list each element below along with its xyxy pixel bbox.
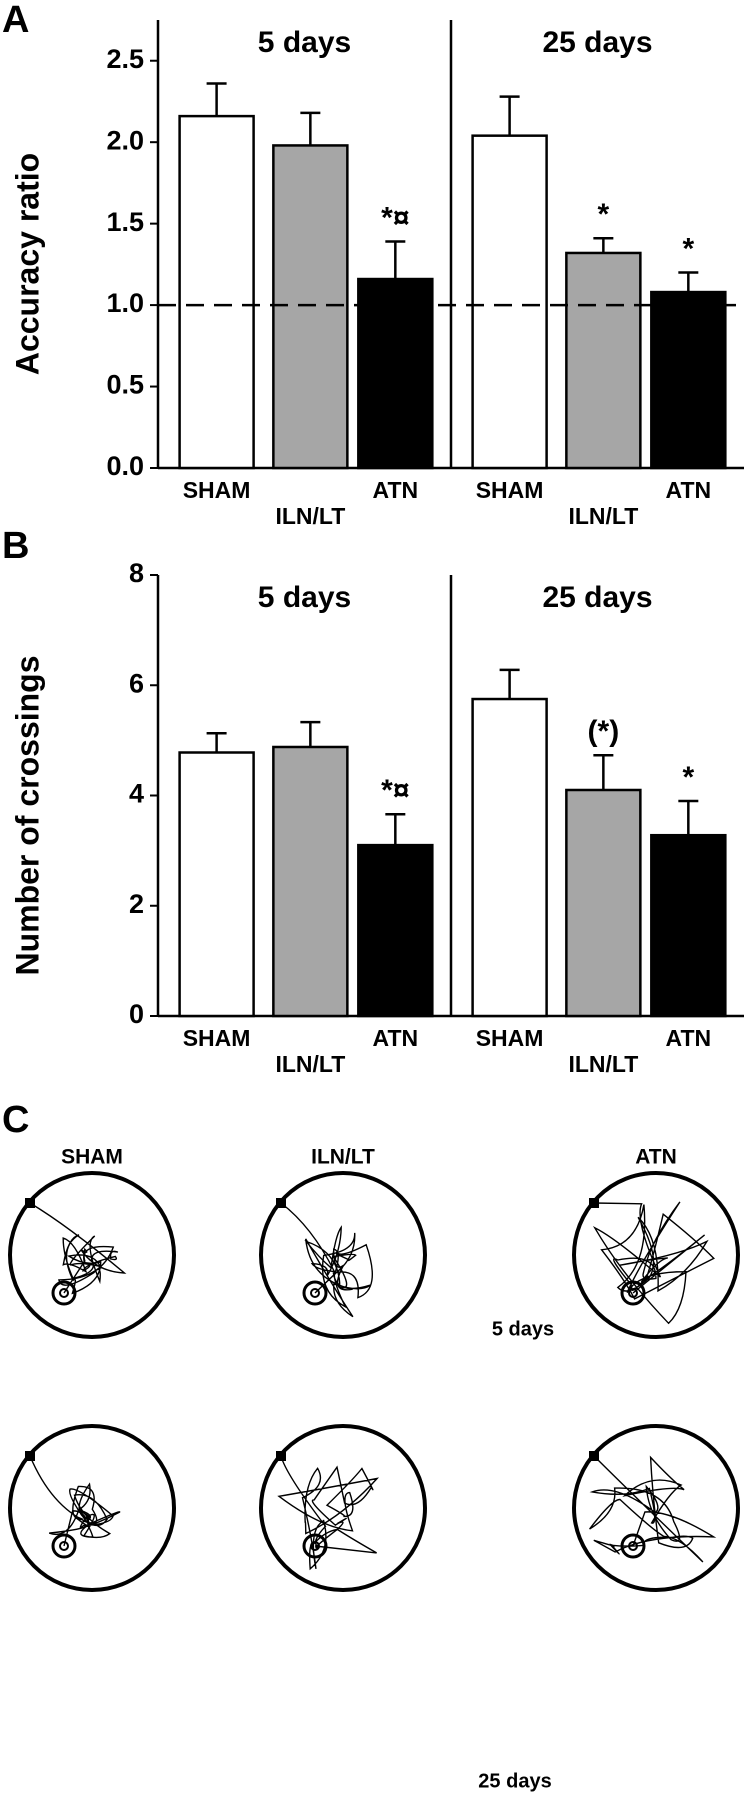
row-label: 25 days xyxy=(478,1770,551,1792)
significance-marker: * xyxy=(598,198,610,231)
group-title: 25 days xyxy=(542,26,652,59)
bar xyxy=(650,833,727,1018)
target-center xyxy=(628,1541,638,1551)
significance-marker: (*) xyxy=(588,715,620,748)
y-tick-label: 8 xyxy=(129,558,144,588)
x-tick-label: ATN xyxy=(666,477,712,503)
bar xyxy=(357,843,434,1018)
group-title: 5 days xyxy=(258,26,351,59)
bar xyxy=(471,134,548,470)
significance-marker: *¤ xyxy=(381,774,409,807)
bar xyxy=(357,277,434,470)
x-tick-label: ILN/LT xyxy=(568,503,638,529)
target-ring xyxy=(620,1280,646,1306)
pool xyxy=(572,1424,740,1592)
target-center xyxy=(59,1288,69,1298)
bar xyxy=(272,144,349,470)
swim-path xyxy=(29,1455,121,1547)
target-ring xyxy=(51,1533,77,1559)
group-title: 5 days xyxy=(258,581,351,614)
column-label: ATN xyxy=(635,1146,677,1169)
swim-path xyxy=(29,1202,127,1295)
x-tick-label: ILN/LT xyxy=(568,1051,638,1077)
significance-marker: *¤ xyxy=(381,201,409,234)
target-center xyxy=(310,1541,320,1551)
bar xyxy=(565,251,642,470)
x-tick-label: SHAM xyxy=(183,1025,251,1051)
y-tick-label: 1.0 xyxy=(106,288,144,318)
panel-label: A xyxy=(2,0,29,41)
significance-marker: * xyxy=(682,232,694,265)
bar xyxy=(178,751,255,1018)
swim-path xyxy=(592,1201,715,1325)
pool xyxy=(572,1171,740,1339)
target-ring xyxy=(51,1280,77,1306)
y-tick-label: 4 xyxy=(129,779,144,809)
x-tick-label: SHAM xyxy=(183,477,251,503)
swim-path xyxy=(277,1455,380,1571)
bar xyxy=(178,114,255,470)
x-tick-label: ILN/LT xyxy=(275,1051,345,1077)
x-tick-label: ILN/LT xyxy=(275,503,345,529)
bar xyxy=(650,290,727,470)
y-tick-label: 1.5 xyxy=(106,207,144,237)
y-tick-label: 0 xyxy=(129,999,144,1029)
x-tick-label: SHAM xyxy=(476,477,544,503)
y-tick-label: 0.0 xyxy=(106,451,144,481)
column-label: SHAM xyxy=(61,1146,123,1169)
pool xyxy=(8,1424,176,1592)
x-tick-label: SHAM xyxy=(476,1025,544,1051)
row-label: 5 days xyxy=(492,1318,554,1340)
target-center xyxy=(628,1288,638,1298)
y-tick-label: 0.5 xyxy=(106,370,144,400)
group-title: 25 days xyxy=(542,581,652,614)
target-ring xyxy=(620,1533,646,1559)
bar xyxy=(272,745,349,1018)
column-label: ILN/LT xyxy=(311,1146,375,1169)
target-center xyxy=(59,1541,69,1551)
x-tick-label: ATN xyxy=(373,477,419,503)
pool xyxy=(259,1424,427,1592)
pool xyxy=(259,1171,427,1339)
y-tick-label: 2 xyxy=(129,889,144,919)
pool xyxy=(8,1171,176,1339)
swim-path xyxy=(280,1202,373,1318)
significance-marker: * xyxy=(682,761,694,794)
bar xyxy=(471,697,548,1018)
panel-label: C xyxy=(2,1099,29,1141)
y-tick-label: 2.0 xyxy=(106,125,144,155)
target-ring xyxy=(302,1280,328,1306)
swim-path xyxy=(589,1455,717,1563)
y-axis-label: Accuracy ratio xyxy=(9,153,45,375)
x-tick-label: ATN xyxy=(373,1025,419,1051)
y-axis-label: Number of crossings xyxy=(9,655,45,975)
x-tick-label: ATN xyxy=(666,1025,712,1051)
y-tick-label: 6 xyxy=(129,668,144,698)
panel-label: B xyxy=(2,525,29,567)
target-ring xyxy=(302,1533,328,1559)
target-center xyxy=(310,1288,320,1298)
y-tick-label: 2.5 xyxy=(106,44,144,74)
bar xyxy=(565,788,642,1018)
